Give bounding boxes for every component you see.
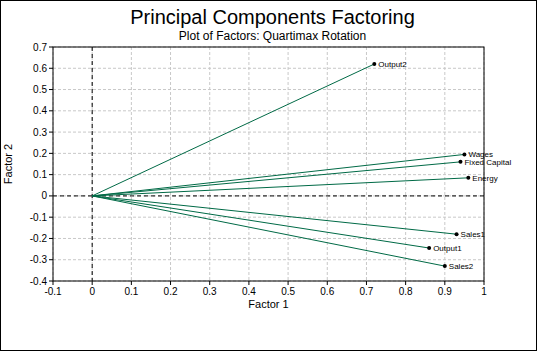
point-label: Fixed Capital	[464, 158, 511, 167]
subtitle: Plot of Factors: Quartimax Rotation	[179, 29, 366, 43]
y-tick	[49, 132, 53, 133]
x-tick-label: 0.1	[124, 286, 138, 297]
loading-vector	[92, 154, 464, 195]
x-tick-label: 0.2	[164, 286, 178, 297]
point	[466, 176, 470, 180]
loading-vector	[92, 196, 429, 248]
grid-line	[53, 110, 484, 111]
y-tick-label: 0	[41, 190, 47, 201]
point-label: Output2	[378, 60, 407, 69]
x-tick-label: 0.3	[203, 286, 217, 297]
y-axis-label: Factor 2	[2, 144, 14, 184]
grid-line	[53, 195, 484, 196]
y-tick	[49, 89, 53, 90]
point-label: Sales1	[461, 230, 486, 239]
y-tick-label: 0.4	[33, 105, 47, 116]
grid-line	[170, 47, 171, 281]
plot-frame	[53, 47, 484, 281]
y-tick	[49, 259, 53, 260]
y-tick	[49, 281, 53, 282]
point	[372, 62, 376, 66]
x-tick	[248, 281, 249, 285]
chart: Principal Components FactoringPlot of Fa…	[0, 0, 538, 352]
y-tick	[49, 47, 53, 48]
x-tick	[209, 281, 210, 285]
grid-line	[92, 47, 93, 281]
data-group	[92, 62, 470, 268]
y-tick-label: 0.2	[33, 148, 47, 159]
x-tick	[327, 281, 328, 285]
x-tick-label: 0.7	[360, 286, 374, 297]
grid-line	[53, 132, 484, 133]
grid-line	[288, 47, 289, 281]
grid-line	[405, 47, 406, 281]
grid-line	[53, 68, 484, 69]
x-tick-label: -0.1	[44, 286, 62, 297]
grid-line	[53, 217, 484, 218]
y-tick-label: 0.6	[33, 63, 47, 74]
x-tick-label: 1	[481, 286, 487, 297]
point-label: Energy	[472, 174, 497, 183]
y-tick	[49, 217, 53, 218]
y-tick-label: 0.5	[33, 84, 47, 95]
zero-line	[92, 47, 93, 281]
point	[443, 264, 447, 268]
y-tick	[49, 68, 53, 69]
point	[427, 246, 431, 250]
grid-line	[53, 259, 484, 260]
grid-line	[53, 238, 484, 239]
x-tick	[288, 281, 289, 285]
outer-border	[1, 1, 537, 351]
x-tick-label: 0.6	[320, 286, 334, 297]
x-tick	[170, 281, 171, 285]
x-tick	[444, 281, 445, 285]
grid-line	[366, 47, 367, 281]
x-axis-label: Factor 1	[248, 298, 288, 310]
grid-line	[53, 174, 484, 175]
zero-line	[53, 195, 484, 196]
loading-vector	[92, 162, 460, 196]
x-tick	[131, 281, 132, 285]
point	[455, 232, 459, 236]
y-tick-label: -0.1	[30, 212, 48, 223]
x-tick-label: 0.4	[242, 286, 256, 297]
grid-line	[131, 47, 132, 281]
loading-vector	[92, 178, 468, 196]
y-tick-label: -0.2	[30, 233, 48, 244]
grid-line	[248, 47, 249, 281]
x-tick-label: 0.5	[281, 286, 295, 297]
x-tick	[366, 281, 367, 285]
title: Principal Components Factoring	[130, 6, 415, 28]
x-tick-label: 0	[89, 286, 95, 297]
y-tick	[49, 238, 53, 239]
grid-line	[327, 47, 328, 281]
loading-vector	[92, 196, 456, 234]
x-tick-label: 0.9	[438, 286, 452, 297]
x-tick	[53, 281, 54, 285]
y-tick	[49, 110, 53, 111]
y-tick-label: 0.7	[33, 42, 47, 53]
x-tick	[484, 281, 485, 285]
point	[458, 160, 462, 164]
point-label: Output1	[433, 244, 462, 253]
grid-line	[209, 47, 210, 281]
y-tick-label: 0.3	[33, 127, 47, 138]
x-tick	[405, 281, 406, 285]
grid-line	[53, 153, 484, 154]
x-tick-label: 0.8	[399, 286, 413, 297]
y-tick-label: -0.3	[30, 254, 48, 265]
grid-line	[53, 89, 484, 90]
y-tick	[49, 153, 53, 154]
point-label: Sales2	[449, 262, 474, 271]
loading-vector	[92, 196, 445, 266]
y-tick	[49, 195, 53, 196]
x-tick	[92, 281, 93, 285]
loading-vector	[92, 64, 374, 196]
y-tick-label: -0.4	[30, 276, 48, 287]
y-tick	[49, 174, 53, 175]
point	[462, 152, 466, 156]
y-tick-label: 0.1	[33, 169, 47, 180]
